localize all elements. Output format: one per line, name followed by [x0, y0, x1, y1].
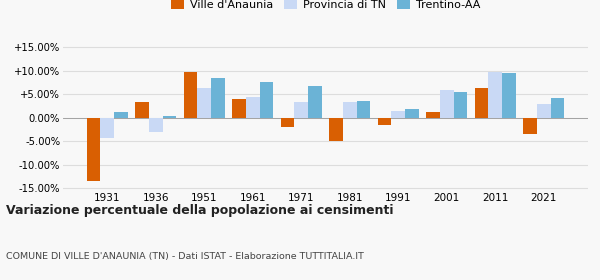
Bar [184, 72, 197, 118]
Bar [454, 92, 467, 118]
Bar [475, 88, 488, 118]
Bar [295, 102, 308, 118]
Bar [211, 78, 224, 118]
Text: COMUNE DI VILLE D'ANAUNIA (TN) - Dati ISTAT - Elaborazione TUTTITALIA.IT: COMUNE DI VILLE D'ANAUNIA (TN) - Dati IS… [6, 252, 364, 261]
Text: Variazione percentuale della popolazione ai censimenti: Variazione percentuale della popolazione… [6, 204, 394, 217]
Bar [149, 118, 163, 132]
Bar [136, 102, 149, 118]
Bar [343, 102, 356, 118]
Bar [523, 118, 537, 134]
Bar [232, 99, 246, 118]
Bar [537, 104, 551, 118]
Bar [378, 118, 391, 125]
Bar [391, 111, 405, 118]
Bar [502, 73, 515, 118]
Bar [440, 90, 454, 118]
Bar [246, 97, 260, 118]
Bar [488, 72, 502, 118]
Bar [356, 101, 370, 118]
Bar [329, 118, 343, 141]
Bar [281, 118, 295, 127]
Bar [260, 82, 273, 118]
Bar [87, 118, 100, 181]
Bar [100, 118, 114, 138]
Bar [308, 86, 322, 118]
Bar [197, 88, 211, 118]
Legend: Ville d'Anaunia, Provincia di TN, Trentino-AA: Ville d'Anaunia, Provincia di TN, Trenti… [166, 0, 485, 15]
Bar [163, 116, 176, 118]
Bar [405, 109, 419, 118]
Bar [114, 112, 128, 118]
Bar [427, 113, 440, 118]
Bar [551, 98, 564, 118]
